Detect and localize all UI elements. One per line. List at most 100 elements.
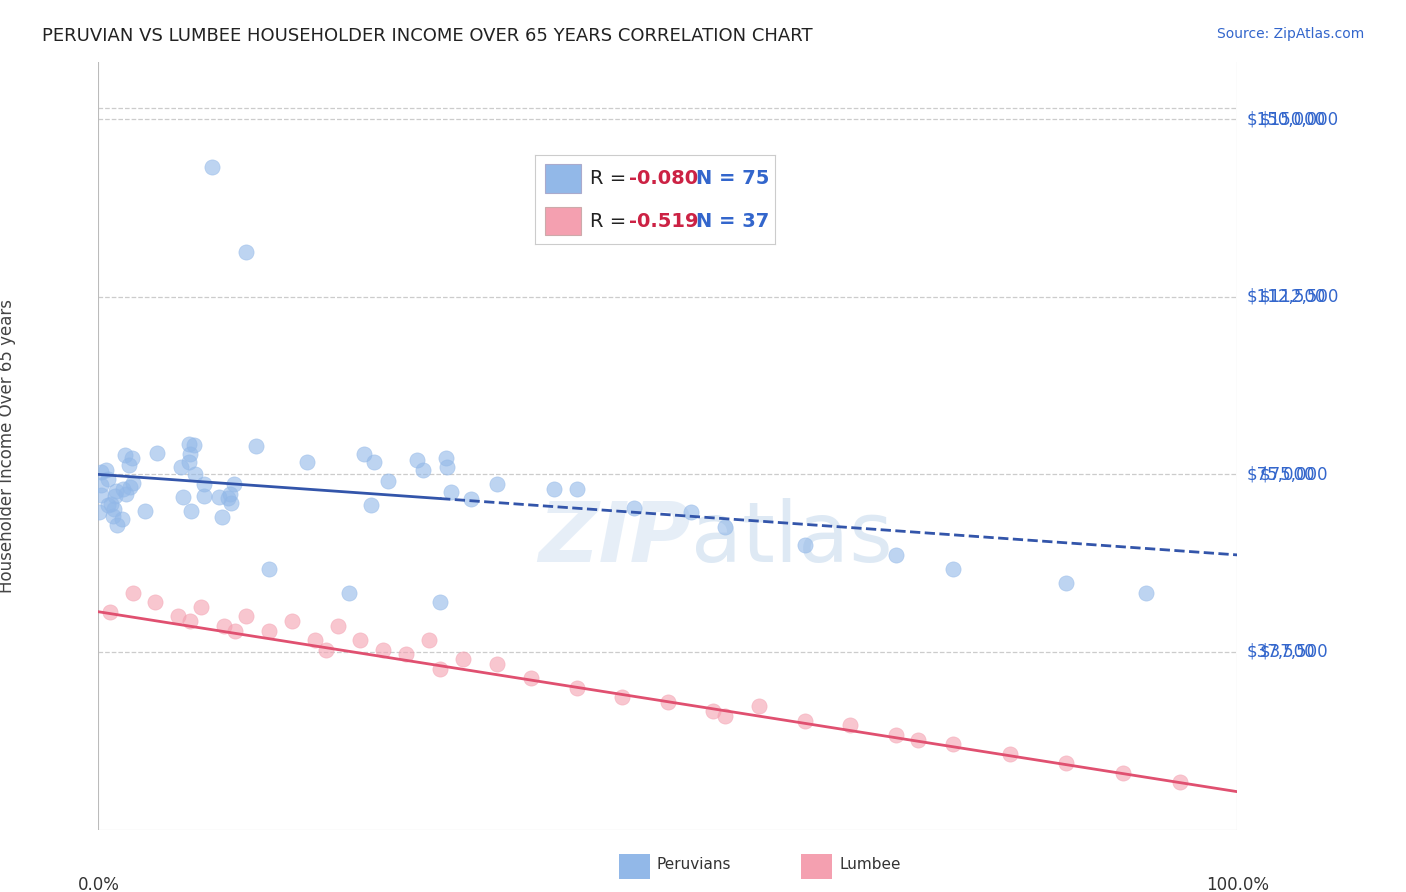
Point [112, 482, 135, 496]
Point [702, 704, 724, 718]
Point [429, 662, 451, 676]
Point [1112, 765, 1135, 780]
Point [90, 465, 112, 479]
Point [748, 699, 770, 714]
Point [179, 447, 201, 461]
Text: ZIP: ZIP [538, 498, 690, 579]
Point [436, 459, 458, 474]
Point [172, 490, 194, 504]
Point [337, 586, 360, 600]
Point [281, 614, 304, 628]
Point [395, 648, 418, 662]
Point [104, 484, 127, 499]
Point [460, 492, 482, 507]
Text: $37,500: $37,500 [1247, 643, 1315, 661]
Point [105, 517, 128, 532]
Text: Source: ZipAtlas.com: Source: ZipAtlas.com [1216, 27, 1364, 41]
Point [623, 500, 645, 515]
Text: N = 75: N = 75 [696, 169, 769, 188]
FancyBboxPatch shape [546, 164, 581, 193]
Text: -0.519: -0.519 [628, 211, 699, 231]
Text: Householder Income Over 65 years: Householder Income Over 65 years [0, 299, 17, 593]
Point [90, 477, 112, 491]
Point [612, 690, 634, 704]
Point [217, 491, 239, 505]
Point [89, 505, 111, 519]
Point [349, 633, 371, 648]
Point [193, 489, 215, 503]
Text: R =: R = [591, 211, 640, 231]
Point [111, 511, 134, 525]
Point [412, 463, 434, 477]
Text: PERUVIAN VS LUMBEE HOUSEHOLDER INCOME OVER 65 YEARS CORRELATION CHART: PERUVIAN VS LUMBEE HOUSEHOLDER INCOME OV… [42, 27, 813, 45]
Point [429, 595, 451, 609]
Point [714, 709, 737, 723]
Point [179, 614, 201, 628]
Point [90, 488, 112, 502]
Point [295, 455, 318, 469]
Point [115, 487, 138, 501]
Point [170, 459, 193, 474]
Point [486, 657, 509, 671]
Point [884, 548, 907, 562]
Point [565, 482, 588, 496]
Text: $150,000: $150,000 [1260, 111, 1339, 128]
Point [177, 437, 200, 451]
Text: $112,500: $112,500 [1247, 288, 1326, 306]
Text: $150,000: $150,000 [1247, 111, 1326, 128]
Point [543, 482, 565, 496]
Text: $112,500: $112,500 [1260, 288, 1340, 306]
Point [212, 619, 235, 633]
Point [406, 453, 429, 467]
Point [146, 446, 169, 460]
Point [353, 447, 375, 461]
Point [793, 538, 815, 552]
Point [245, 439, 267, 453]
Point [434, 450, 457, 465]
Point [145, 595, 167, 609]
Point [97, 498, 120, 512]
Point [222, 476, 245, 491]
Point [121, 451, 143, 466]
Point [103, 502, 125, 516]
Point [793, 714, 815, 728]
Point [100, 497, 122, 511]
Point [1056, 756, 1078, 771]
Point [907, 732, 929, 747]
Point [1135, 586, 1157, 600]
Text: R =: R = [591, 169, 633, 188]
Point [259, 624, 281, 638]
Text: $75,000: $75,000 [1247, 466, 1315, 483]
Point [714, 519, 737, 533]
Point [360, 498, 382, 512]
Text: N = 37: N = 37 [696, 211, 769, 231]
Point [371, 642, 394, 657]
Point [1170, 775, 1192, 789]
Point [98, 605, 121, 619]
Point [94, 463, 117, 477]
Text: Peruvians: Peruvians [657, 857, 731, 872]
Point [179, 455, 201, 469]
Point [118, 458, 141, 472]
Point [884, 728, 907, 742]
Point [201, 160, 224, 174]
Point [657, 695, 679, 709]
Point [315, 642, 337, 657]
Point [565, 681, 588, 695]
Point [180, 504, 202, 518]
Point [114, 448, 136, 462]
Point [208, 490, 231, 504]
Text: Lumbee: Lumbee [839, 857, 901, 872]
Point [211, 510, 233, 524]
Point [104, 489, 127, 503]
Text: 100.0%: 100.0% [1206, 876, 1268, 892]
Point [184, 467, 207, 481]
Point [259, 562, 281, 576]
Point [134, 504, 156, 518]
Point [377, 474, 399, 488]
Point [190, 599, 212, 614]
Text: -0.080: -0.080 [628, 169, 697, 188]
FancyBboxPatch shape [546, 207, 581, 235]
Point [942, 562, 965, 576]
Point [120, 480, 142, 494]
